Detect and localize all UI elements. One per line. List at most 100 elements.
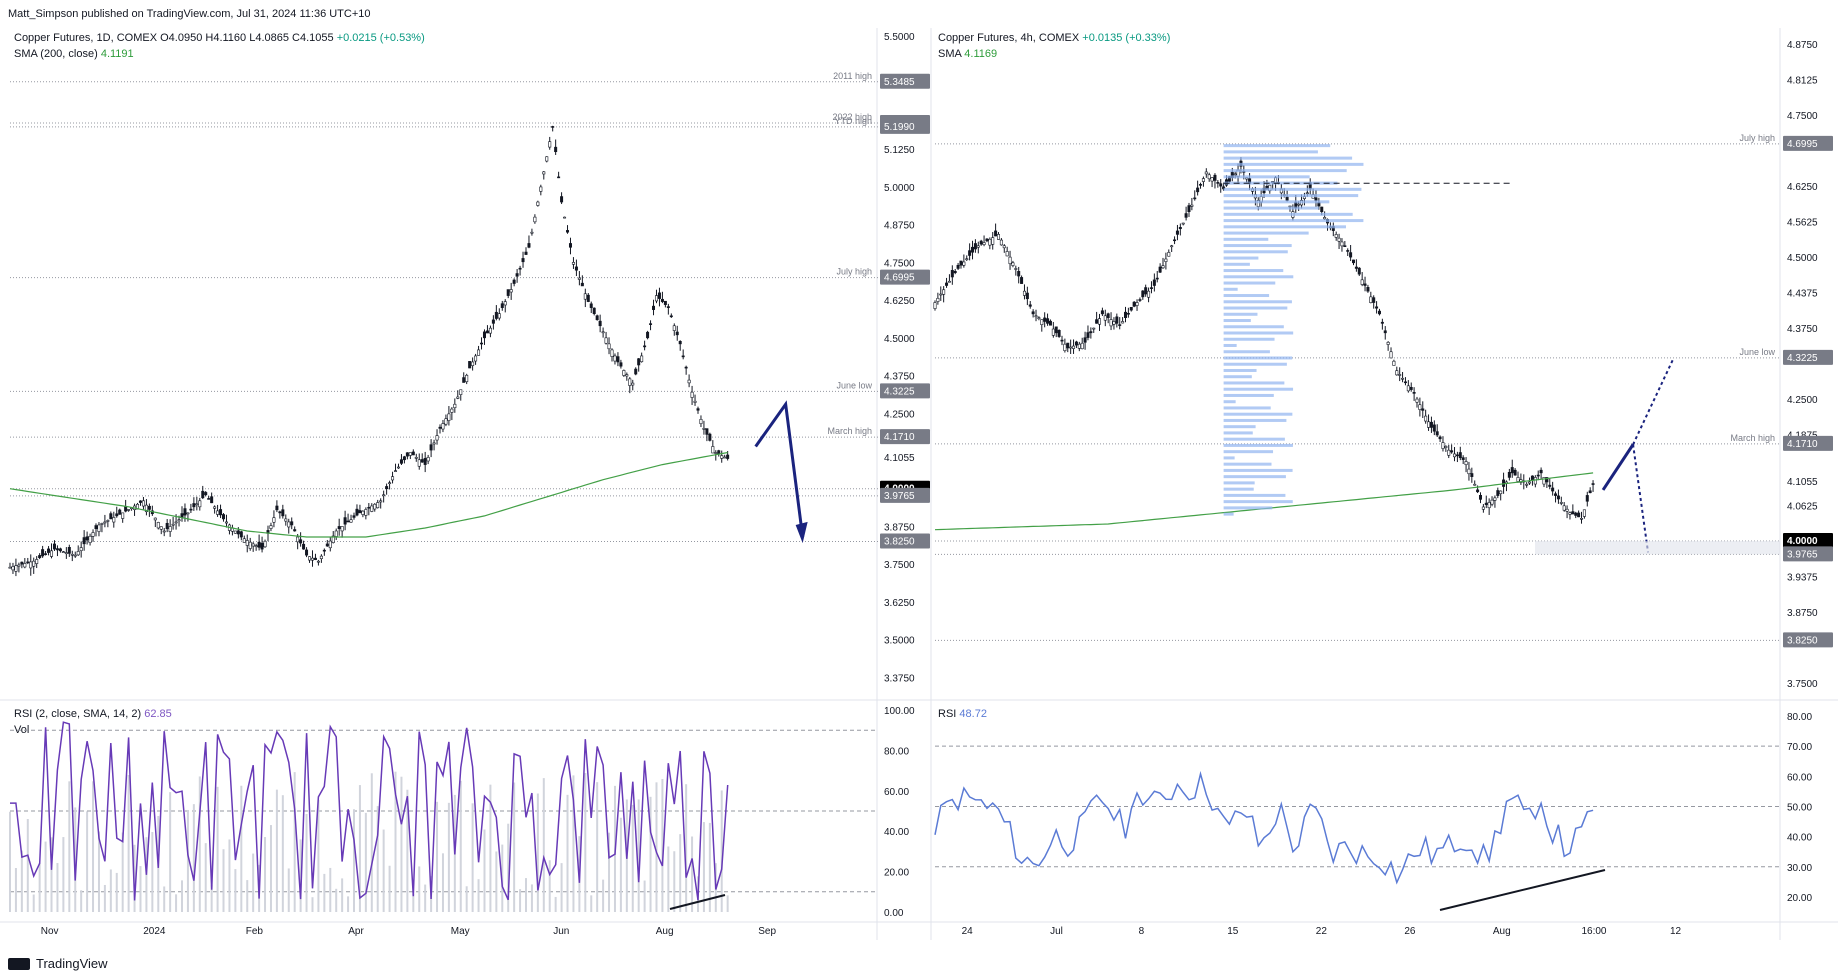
candle-body <box>331 535 335 543</box>
candle-body <box>675 331 679 336</box>
candle-body <box>649 323 653 325</box>
candle-body <box>219 509 223 516</box>
right-legend: Copper Futures, 4h, COMEX +0.0135 (+0.33… <box>938 30 1170 62</box>
volume-profile-bar <box>1223 425 1256 429</box>
volume-profile-bar <box>1223 375 1252 379</box>
candle-body <box>988 238 992 246</box>
volume-profile-bar <box>1223 368 1257 372</box>
candle-body <box>548 141 552 148</box>
price-badge-label: 4.0000 <box>1787 536 1818 547</box>
volume-profile-bar <box>1223 412 1293 416</box>
candle-body <box>1554 493 1558 496</box>
right-price-chart[interactable]: 4.8750 4.8125 4.7500 4.6250 4.5625 4.5000 4.43… <box>933 40 1833 937</box>
right-rsi-legend: RSI 48.72 <box>938 706 987 722</box>
candle-body <box>563 216 567 219</box>
candle-body <box>1080 342 1084 350</box>
candle-body <box>296 536 300 543</box>
candle-body <box>1095 319 1099 324</box>
candle-body <box>497 313 501 319</box>
volume-bar <box>726 895 729 912</box>
candle-body <box>85 536 89 541</box>
volume-bar <box>702 822 705 912</box>
candle-body <box>127 509 131 511</box>
volume-profile-bar <box>1223 512 1234 516</box>
candle-body <box>396 466 400 469</box>
candle-body <box>1473 483 1477 486</box>
candle-body <box>352 515 356 518</box>
candle-body <box>1112 321 1116 325</box>
candle-body <box>1123 311 1127 318</box>
volume-bar <box>370 773 373 912</box>
volume-bar <box>181 880 183 912</box>
volume-profile-bar <box>1223 237 1269 241</box>
candle-body <box>367 506 371 509</box>
candle-body <box>945 282 949 286</box>
candle-body <box>474 355 478 362</box>
candle-body <box>999 239 1003 246</box>
candle-body <box>41 549 45 557</box>
candle-body <box>1395 370 1399 376</box>
volume-bar <box>477 879 480 912</box>
candle-body <box>115 513 119 517</box>
candle-body <box>319 555 323 560</box>
volume-profile-bar <box>1223 150 1318 154</box>
candle-body <box>64 552 68 555</box>
candle-body <box>1147 290 1151 298</box>
candle-body <box>1478 494 1482 500</box>
candle-body <box>1496 490 1500 496</box>
candle-body <box>55 548 59 551</box>
y-tick-label: 4.5625 <box>1787 218 1818 229</box>
candle-body <box>1418 404 1422 410</box>
price-badge <box>880 73 930 89</box>
candle-body <box>1401 377 1405 380</box>
candle-body <box>444 418 448 425</box>
chart-canvas[interactable]: 5.5000 5.1250 5.0000 4.8750 4.7500 4.6250 4.50… <box>0 0 1838 940</box>
candle-body <box>1580 518 1584 520</box>
candle-body <box>991 237 995 245</box>
candle-body <box>1525 483 1529 486</box>
candle-body <box>1556 495 1560 500</box>
right-rsi-chart[interactable]: 80.00 70.00 60.00 50.00 40.00 30.00 20.00 <box>934 712 1812 911</box>
candle-body <box>272 517 276 523</box>
left-price-chart[interactable]: 5.5000 5.1250 5.0000 4.8750 4.7500 4.6250 4.50… <box>8 32 930 937</box>
volume-bar <box>169 792 172 912</box>
candle-body <box>568 243 572 248</box>
volume-profile-bar <box>1223 350 1270 354</box>
candle-body <box>153 517 157 521</box>
candle-body <box>1089 331 1093 334</box>
candle-body <box>720 455 724 459</box>
price-badge <box>880 487 930 503</box>
candle-body <box>634 368 638 375</box>
volume-bar <box>151 832 154 912</box>
candle-body <box>494 311 498 319</box>
candle-body <box>207 498 211 500</box>
candle-body <box>79 547 83 551</box>
candle-body <box>666 306 670 308</box>
candle-body <box>1429 421 1433 428</box>
volume-bar <box>133 844 136 912</box>
price-badge-label: 4.6995 <box>1787 139 1818 150</box>
rsi-divergence-line <box>1439 869 1606 911</box>
candle-body <box>1458 452 1462 459</box>
panel-frames <box>0 28 1838 940</box>
candle-body <box>1132 301 1136 307</box>
candle-body <box>583 293 587 300</box>
price-badge <box>880 533 930 549</box>
candle-body <box>672 325 676 331</box>
left-rsi-chart[interactable]: 100.00 80.00 60.00 40.00 20.00 0.00 <box>9 706 915 919</box>
candle-body <box>607 343 611 350</box>
candle-body <box>1415 398 1419 403</box>
candle-body <box>1467 468 1471 475</box>
candle-body <box>204 492 208 496</box>
candle-body <box>702 428 706 430</box>
candle-body <box>1141 290 1145 298</box>
volume-bar <box>631 804 634 912</box>
candle-body <box>316 560 320 563</box>
candle-body <box>1025 292 1029 300</box>
level-label: June low <box>836 380 872 390</box>
candle-body <box>302 543 306 550</box>
candle-body <box>1213 174 1217 181</box>
volume-bar <box>424 884 427 912</box>
volume-bar <box>80 890 83 912</box>
candle-body <box>109 513 113 520</box>
